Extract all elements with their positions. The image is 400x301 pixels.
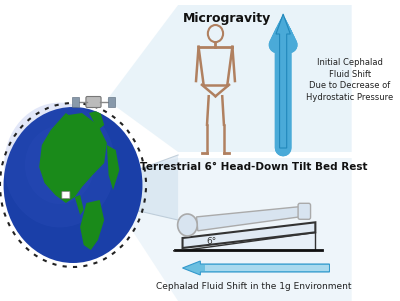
- Text: Microgravity: Microgravity: [183, 12, 271, 25]
- Circle shape: [4, 107, 142, 263]
- Text: Terrestrial 6° Head-Down Tilt Bed Rest: Terrestrial 6° Head-Down Tilt Bed Rest: [140, 162, 368, 172]
- Circle shape: [4, 103, 115, 227]
- Polygon shape: [70, 155, 178, 220]
- Polygon shape: [196, 206, 304, 231]
- Polygon shape: [68, 106, 94, 160]
- Polygon shape: [107, 5, 352, 152]
- Polygon shape: [39, 113, 107, 203]
- FancyBboxPatch shape: [108, 97, 115, 107]
- FancyBboxPatch shape: [86, 97, 101, 107]
- Polygon shape: [98, 158, 352, 301]
- FancyBboxPatch shape: [298, 203, 310, 219]
- Polygon shape: [182, 222, 315, 248]
- Circle shape: [178, 214, 197, 236]
- Circle shape: [25, 126, 94, 204]
- Text: Initial Cephalad
Fluid Shift
Due to Decrease of
Hydrostatic Pressure: Initial Cephalad Fluid Shift Due to Decr…: [306, 58, 394, 102]
- Polygon shape: [205, 265, 330, 271]
- Text: Cephalad Fluid Shift in the 1g Environment: Cephalad Fluid Shift in the 1g Environme…: [156, 282, 352, 291]
- Polygon shape: [89, 110, 104, 130]
- FancyBboxPatch shape: [62, 191, 70, 198]
- Polygon shape: [75, 195, 84, 215]
- Polygon shape: [182, 232, 315, 250]
- Polygon shape: [107, 145, 119, 190]
- Polygon shape: [80, 200, 104, 250]
- Polygon shape: [182, 261, 330, 275]
- FancyBboxPatch shape: [72, 97, 79, 107]
- Polygon shape: [276, 14, 290, 148]
- Text: 6°: 6°: [207, 237, 217, 247]
